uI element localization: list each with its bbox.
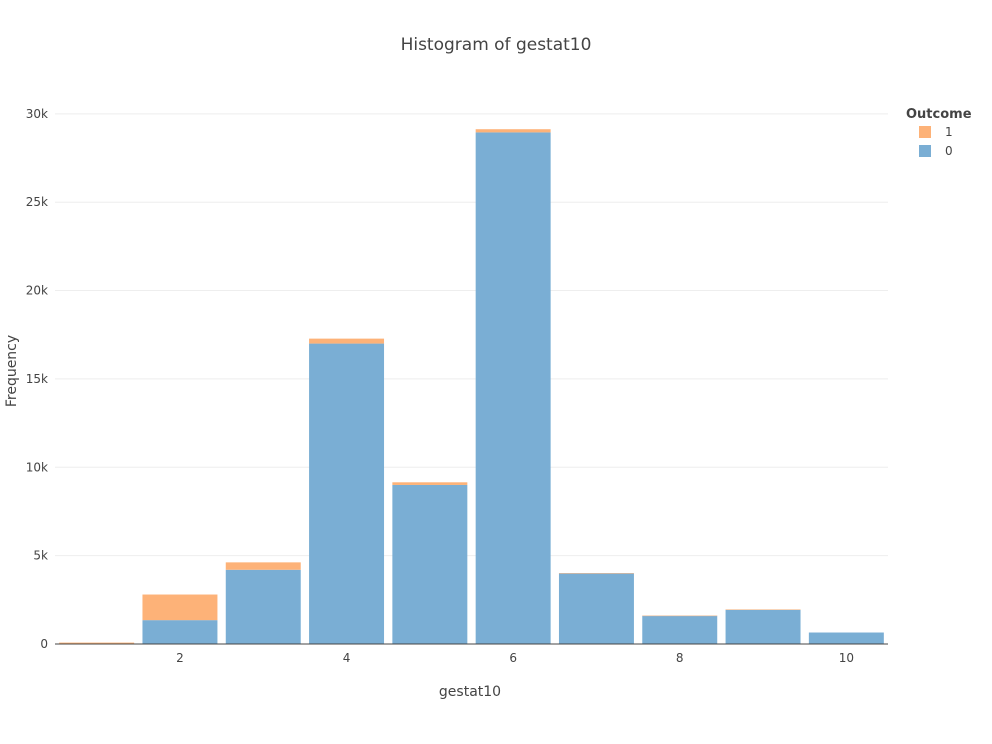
bar-outcome-0-3 bbox=[225, 569, 301, 644]
bar-outcome-0-7 bbox=[558, 573, 634, 644]
bar-outcome-0-4 bbox=[309, 343, 385, 644]
bar-outcome-1-4 bbox=[309, 338, 385, 344]
legend-swatch-0 bbox=[919, 145, 931, 157]
bar-outcome-0-10 bbox=[808, 632, 884, 644]
bar-outcome-1-3 bbox=[225, 562, 301, 570]
bar-outcome-0-8 bbox=[642, 615, 718, 644]
x-tick-label-4: 10 bbox=[839, 651, 854, 665]
bar-outcome-1-1 bbox=[59, 642, 135, 644]
bar-outcome-0-6 bbox=[475, 132, 551, 645]
legend-swatch-1 bbox=[919, 126, 931, 138]
bar-outcome-1-2 bbox=[142, 594, 218, 621]
gridlines bbox=[55, 113, 888, 557]
bar-outcome-1-9 bbox=[725, 609, 801, 610]
bars bbox=[59, 129, 884, 645]
y-ticks: 0 5k 10k 15k 20k 25k 30k bbox=[26, 107, 48, 651]
x-tick-label-3: 8 bbox=[676, 651, 684, 665]
x-tick-label-1: 4 bbox=[343, 651, 351, 665]
bar-outcome-1-5 bbox=[392, 482, 468, 485]
x-axis-title: gestat10 bbox=[439, 684, 501, 700]
y-tick-label-5: 25k bbox=[26, 195, 48, 209]
y-tick-label-2: 10k bbox=[26, 460, 48, 474]
y-tick-label-3: 15k bbox=[26, 372, 48, 386]
y-tick-label-1: 5k bbox=[33, 549, 48, 563]
bar-outcome-0-5 bbox=[392, 484, 468, 644]
legend-label-1: 1 bbox=[945, 125, 953, 139]
y-tick-label-6: 30k bbox=[26, 107, 48, 121]
x-tick-label-0: 2 bbox=[176, 651, 184, 665]
y-tick-label-0: 0 bbox=[40, 637, 48, 651]
x-tick-label-2: 6 bbox=[509, 651, 517, 665]
bar-outcome-1-6 bbox=[475, 129, 551, 133]
legend: Outcome 1 0 bbox=[906, 107, 972, 158]
bar-outcome-0-2 bbox=[142, 620, 218, 644]
chart-title: Histogram of gestat10 bbox=[401, 35, 592, 55]
x-ticks: 2 4 6 8 10 bbox=[176, 651, 854, 665]
y-axis-title: Frequency bbox=[4, 335, 20, 407]
y-tick-label-4: 20k bbox=[26, 284, 48, 298]
bar-outcome-1-7 bbox=[558, 573, 634, 574]
bar-outcome-0-9 bbox=[725, 609, 801, 644]
legend-title: Outcome bbox=[906, 107, 972, 122]
legend-label-0: 0 bbox=[945, 144, 953, 158]
bar-outcome-1-8 bbox=[642, 615, 718, 617]
